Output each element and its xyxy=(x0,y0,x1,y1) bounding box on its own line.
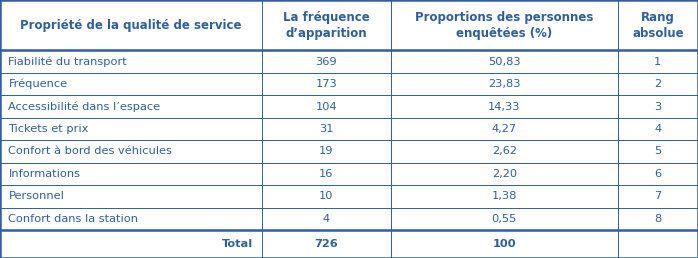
Text: La fréquence
d’apparition: La fréquence d’apparition xyxy=(283,11,370,40)
Text: 726: 726 xyxy=(314,239,339,249)
Text: 4,27: 4,27 xyxy=(492,124,517,134)
Text: 7: 7 xyxy=(654,191,662,201)
Text: 16: 16 xyxy=(319,169,334,179)
Text: 10: 10 xyxy=(319,191,334,201)
Text: Total: Total xyxy=(222,239,253,249)
Text: 100: 100 xyxy=(493,239,516,249)
Text: Fiabilité du transport: Fiabilité du transport xyxy=(8,56,127,67)
Text: Propriété de la qualité de service: Propriété de la qualité de service xyxy=(20,19,242,32)
Text: Confort dans la station: Confort dans la station xyxy=(8,214,138,224)
Text: Tickets et prix: Tickets et prix xyxy=(8,124,89,134)
Text: 3: 3 xyxy=(654,101,662,111)
Text: 31: 31 xyxy=(319,124,334,134)
Text: Fréquence: Fréquence xyxy=(8,79,68,89)
Text: 6: 6 xyxy=(654,169,662,179)
Text: 0,55: 0,55 xyxy=(491,214,517,224)
Text: 104: 104 xyxy=(315,101,337,111)
Text: Proportions des personnes
enquêtées (%): Proportions des personnes enquêtées (%) xyxy=(415,11,593,40)
Text: 50,83: 50,83 xyxy=(488,57,521,67)
Text: 19: 19 xyxy=(319,147,334,156)
Text: 4: 4 xyxy=(322,214,330,224)
Text: 173: 173 xyxy=(315,79,337,89)
Text: 4: 4 xyxy=(654,124,662,134)
Text: Confort à bord des véhicules: Confort à bord des véhicules xyxy=(8,147,172,156)
Text: Personnel: Personnel xyxy=(8,191,64,201)
Text: 369: 369 xyxy=(315,57,337,67)
Text: 2,62: 2,62 xyxy=(492,147,517,156)
Text: 5: 5 xyxy=(654,147,662,156)
Text: 2,20: 2,20 xyxy=(492,169,517,179)
Text: 8: 8 xyxy=(654,214,662,224)
Text: Informations: Informations xyxy=(8,169,80,179)
Text: 14,33: 14,33 xyxy=(488,101,521,111)
Text: 23,83: 23,83 xyxy=(488,79,521,89)
Text: Rang
absolue: Rang absolue xyxy=(632,11,683,40)
Text: 1: 1 xyxy=(654,57,662,67)
Text: 2: 2 xyxy=(654,79,662,89)
Text: 1,38: 1,38 xyxy=(491,191,517,201)
Text: Accessibilité dans l’espace: Accessibilité dans l’espace xyxy=(8,101,161,112)
